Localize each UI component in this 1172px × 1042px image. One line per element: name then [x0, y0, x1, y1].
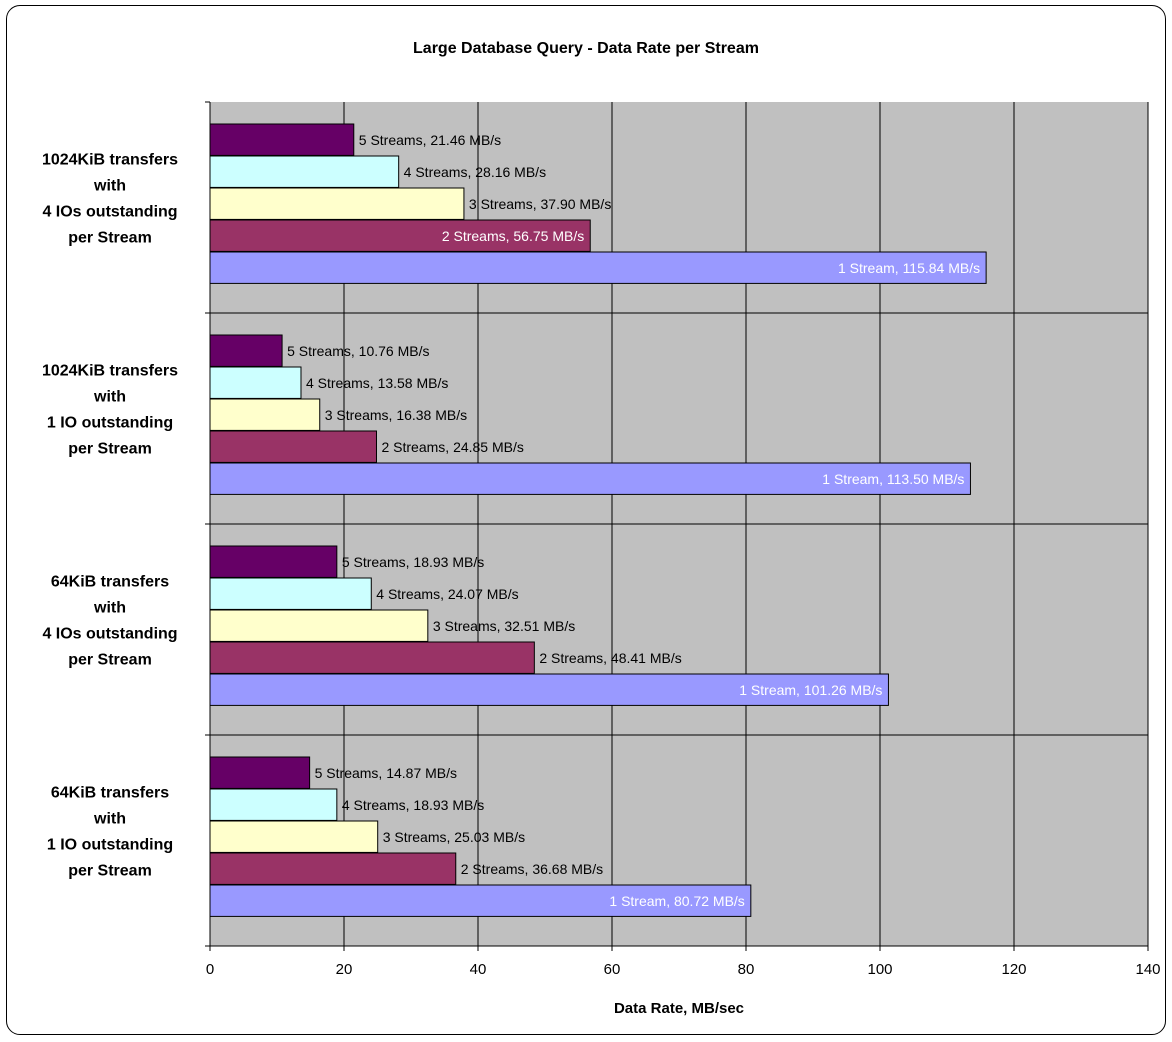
data-label: 4 Streams, 13.58 MB/s — [306, 375, 448, 391]
bar — [209, 577, 372, 610]
category-label: 1 IO outstanding — [47, 415, 173, 432]
bar — [209, 673, 889, 706]
bar — [209, 641, 535, 674]
category-label: 64KiB transfers — [51, 785, 169, 802]
data-label: 2 Streams, 56.75 MB/s — [442, 228, 584, 244]
x-tick-label: 60 — [604, 961, 621, 978]
data-label: 3 Streams, 16.38 MB/s — [325, 407, 467, 423]
bar — [209, 545, 338, 578]
plot-area: 0 20 40 60 80 100 120 140 5 Streams, 21.46 MB/s 4… — [42, 101, 1161, 978]
bar — [209, 820, 379, 853]
category-label: with — [93, 600, 126, 617]
data-label: 1 Stream, 80.72 MB/s — [609, 893, 744, 909]
category-label: 4 IOs outstanding — [42, 626, 177, 643]
category-label: with — [93, 178, 126, 195]
data-label: 3 Streams, 32.51 MB/s — [433, 618, 575, 634]
bar — [209, 155, 400, 188]
bar — [209, 123, 355, 156]
x-tick-label: 80 — [738, 961, 755, 978]
data-label: 3 Streams, 25.03 MB/s — [383, 829, 525, 845]
data-label: 1 Stream, 101.26 MB/s — [739, 682, 882, 698]
data-label: 5 Streams, 10.76 MB/s — [287, 343, 429, 359]
category-label: with — [93, 811, 126, 828]
x-tick-label: 20 — [336, 961, 353, 978]
data-label: 5 Streams, 18.93 MB/s — [342, 554, 484, 570]
bar — [209, 187, 465, 220]
data-label: 5 Streams, 21.46 MB/s — [359, 132, 501, 148]
bar — [209, 756, 311, 789]
x-tick-label: 120 — [1001, 961, 1026, 978]
data-label: 3 Streams, 37.90 MB/s — [469, 196, 611, 212]
bar — [209, 462, 971, 495]
category-label: 1024KiB transfers — [42, 363, 178, 380]
x-tick-label: 100 — [867, 961, 892, 978]
category-label: per Stream — [68, 230, 152, 247]
data-label: 4 Streams, 28.16 MB/s — [404, 164, 546, 180]
category-label: 4 IOs outstanding — [42, 204, 177, 221]
data-label: 2 Streams, 36.68 MB/s — [461, 861, 603, 877]
x-axis-title: Data Rate, MB/sec — [614, 1000, 744, 1017]
bar — [209, 430, 377, 463]
chart-title: Large Database Query - Data Rate per Str… — [413, 40, 759, 57]
x-tick-label: 40 — [470, 961, 487, 978]
category-label: per Stream — [68, 441, 152, 458]
category-label: with — [93, 389, 126, 406]
bar — [209, 334, 283, 367]
bar — [209, 852, 457, 885]
data-label: 4 Streams, 18.93 MB/s — [342, 797, 484, 813]
bar — [209, 366, 302, 399]
data-label: 5 Streams, 14.87 MB/s — [315, 765, 457, 781]
data-label: 2 Streams, 24.85 MB/s — [381, 439, 523, 455]
category-label: 1 IO outstanding — [47, 837, 173, 854]
data-label: 2 Streams, 48.41 MB/s — [539, 650, 681, 666]
category-label: per Stream — [68, 863, 152, 880]
bar — [209, 788, 338, 821]
bar — [209, 609, 429, 642]
bar — [209, 884, 752, 917]
category-label: 64KiB transfers — [51, 574, 169, 591]
data-label: 1 Stream, 115.84 MB/s — [838, 260, 980, 276]
data-label: 4 Streams, 24.07 MB/s — [376, 586, 518, 602]
category-label: per Stream — [68, 652, 152, 669]
data-label: 1 Stream, 113.50 MB/s — [822, 471, 964, 487]
bar — [209, 398, 321, 431]
x-tick-label: 0 — [206, 961, 214, 978]
category-label: 1024KiB transfers — [42, 152, 178, 169]
x-tick-label: 140 — [1135, 961, 1160, 978]
